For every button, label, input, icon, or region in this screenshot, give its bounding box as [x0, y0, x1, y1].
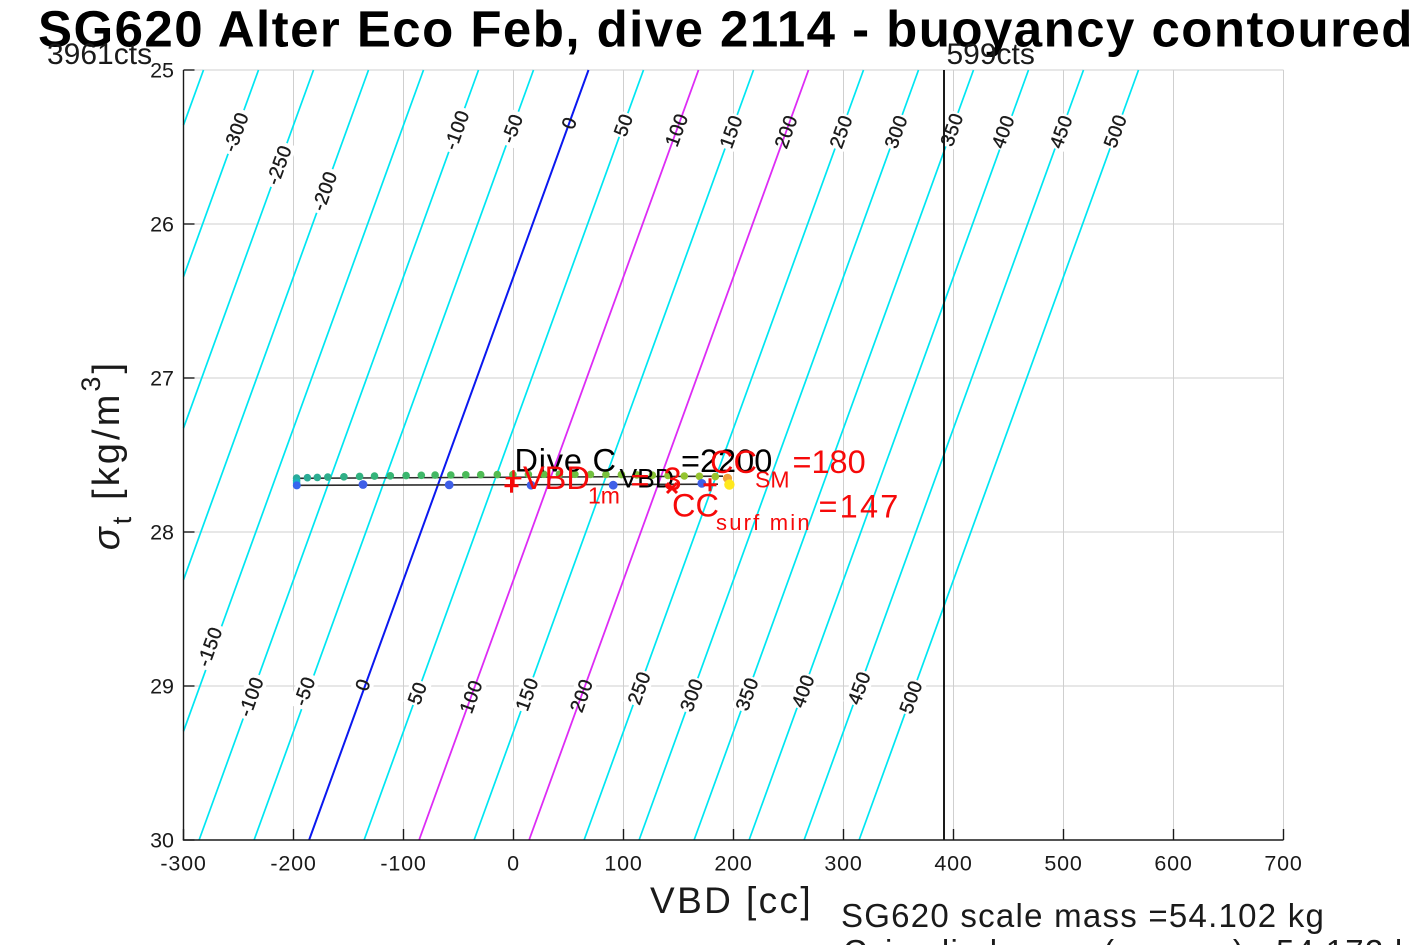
- svg-text:600: 600: [1154, 852, 1192, 876]
- svg-text:300: 300: [824, 852, 862, 876]
- svg-text:-300: -300: [160, 852, 206, 876]
- svg-text:500: 500: [1044, 852, 1082, 876]
- svg-text:SG620 scale mass =54.102 kg: SG620 scale mass =54.102 kg: [841, 897, 1325, 934]
- svg-text:VBD [cc]: VBD [cc]: [650, 880, 813, 921]
- svg-text:25: 25: [150, 59, 174, 83]
- svg-text:500: 500: [896, 678, 927, 717]
- svg-text:CCSM=180: CCSM=180: [710, 444, 866, 493]
- svg-text:400: 400: [934, 852, 972, 876]
- svg-text:CVBDimplied mass (apogee) =54.: CVBDimplied mass (apogee) =54.172 kg: [843, 933, 1417, 945]
- svg-text:28: 28: [150, 521, 174, 545]
- svg-text:-200: -200: [270, 852, 316, 876]
- svg-text:599cts: 599cts: [947, 38, 1035, 71]
- svg-text:SG620 Alter Eco Feb, dive 2114: SG620 Alter Eco Feb, dive 2114 - buoyanc…: [38, 1, 1414, 58]
- svg-text:29: 29: [150, 675, 174, 699]
- svg-text:-50: -50: [498, 111, 528, 146]
- svg-text:700: 700: [1264, 852, 1302, 876]
- svg-text:σt [kg/m3]: σt [kg/m3]: [76, 360, 137, 550]
- svg-text:3961cts: 3961cts: [47, 38, 152, 71]
- svg-text:100: 100: [604, 852, 642, 876]
- svg-text:CCsurf min=147: CCsurf min =147: [672, 488, 901, 536]
- svg-text:+VBD1m=3: +VBD1m = 3: [504, 460, 682, 508]
- svg-text:27: 27: [150, 367, 174, 391]
- svg-text:30: 30: [150, 829, 174, 853]
- svg-text:26: 26: [150, 213, 174, 237]
- svg-text:0: 0: [507, 852, 520, 876]
- svg-text:200: 200: [714, 852, 752, 876]
- svg-text:-100: -100: [380, 852, 426, 876]
